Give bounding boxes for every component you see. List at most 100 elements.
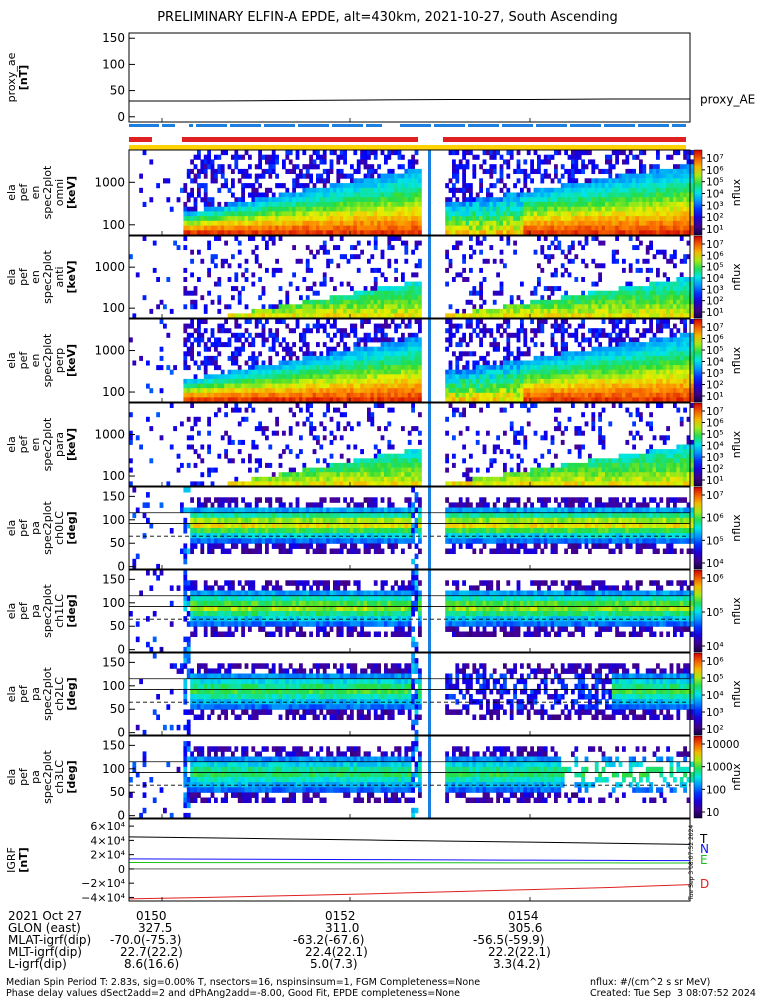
- spectrogram-cell: [564, 220, 568, 226]
- spectrogram-cell: [540, 355, 545, 361]
- spectrogram-cell: [224, 150, 228, 156]
- spectrogram-cell: [346, 378, 351, 384]
- spectrogram-cell: [652, 351, 657, 357]
- spectrogram-cell: [248, 236, 252, 241]
- spectrogram-cell: [322, 308, 327, 314]
- spectrogram-cell: [492, 206, 497, 212]
- spectrogram-cell: [574, 295, 579, 301]
- spectrogram-cell: [288, 355, 293, 361]
- spectrogram-cell: [676, 328, 681, 334]
- spectrogram-cell: [343, 225, 347, 231]
- spectrogram-cell: [543, 369, 548, 375]
- spectrogram-cell: [635, 397, 640, 403]
- spectrogram-cell: [625, 365, 630, 371]
- spectrogram-cell: [503, 328, 507, 334]
- spectrogram-cell: [615, 290, 619, 296]
- spectrogram-cell: [588, 378, 592, 384]
- spectrogram-cell: [649, 192, 653, 198]
- spectrogram-cell: [564, 230, 568, 236]
- spectrogram-cell: [645, 183, 650, 189]
- spectrogram-cell: [387, 360, 392, 366]
- spectrogram-cell: [642, 286, 647, 292]
- spectrogram-cell: [598, 240, 602, 246]
- spectrogram-cell: [251, 397, 256, 403]
- spectrogram-cell: [237, 383, 242, 389]
- spectrogram-cell: [271, 230, 276, 236]
- spectrogram-cell: [608, 383, 613, 389]
- spectrogram-cell: [598, 360, 602, 366]
- spectrogram-cell: [628, 360, 633, 366]
- spectrogram-cell: [686, 187, 691, 193]
- spectrogram-cell: [547, 383, 551, 389]
- spectrogram-cell: [656, 225, 660, 231]
- spectrogram-cell: [282, 159, 286, 165]
- spectrogram-cell: [203, 388, 208, 394]
- spectrogram-cell: [601, 183, 606, 189]
- spectrogram-cell: [305, 225, 310, 231]
- spectrogram-cell: [387, 383, 392, 389]
- spectrogram-cell: [244, 383, 249, 389]
- spectrogram-cell: [316, 201, 320, 208]
- spectrogram-cell: [445, 197, 449, 203]
- spectrogram-cell: [686, 211, 691, 217]
- spectrogram-cell: [397, 313, 402, 319]
- spectrogram-cell: [554, 272, 558, 278]
- spectrogram-cell: [227, 369, 232, 375]
- spectrogram-cell: [261, 230, 266, 236]
- spectrogram-cell: [683, 216, 687, 222]
- spectrogram-cell: [356, 183, 361, 189]
- spectrogram-cell: [268, 230, 273, 236]
- spectrogram-cell: [496, 211, 500, 217]
- spectrogram-cell: [285, 295, 290, 301]
- spectrogram-cell: [312, 159, 317, 165]
- spectrogram-cell: [278, 197, 283, 203]
- spectrogram-cell: [649, 323, 653, 329]
- spectrogram-cell: [486, 150, 490, 156]
- spectrogram-cell: [319, 360, 324, 366]
- spectrogram-cell: [554, 323, 558, 329]
- spectrogram-cell: [237, 374, 242, 380]
- spectrogram-cell: [492, 383, 497, 389]
- spectrogram-cell: [472, 378, 477, 384]
- spectrogram-cell: [489, 206, 494, 212]
- spectrogram-cell: [635, 346, 640, 352]
- spectrogram-cell: [676, 220, 681, 226]
- spectrogram-cell: [649, 295, 653, 301]
- spectrogram-cell: [302, 374, 307, 380]
- spectrogram-cell: [360, 183, 364, 189]
- spectrogram-cell: [356, 201, 361, 208]
- spectrogram-cell: [203, 365, 208, 371]
- spectrogram-cell: [686, 286, 691, 292]
- spectrogram-cell: [679, 360, 684, 366]
- spectrogram-cell: [241, 230, 245, 236]
- spectrogram-cell: [588, 365, 592, 371]
- spectrogram-cell: [656, 374, 660, 380]
- spectrogram-cell: [550, 211, 555, 217]
- spectrogram-cell: [509, 365, 514, 371]
- spectrogram-cell: [333, 388, 337, 394]
- spectrogram-cell: [401, 211, 405, 217]
- spectrogram-cell: [322, 383, 327, 389]
- spectrogram-cell: [499, 258, 504, 264]
- spectrogram-cell: [503, 369, 507, 375]
- spectrogram-cell: [302, 388, 307, 394]
- spectrogram-cell: [540, 351, 545, 357]
- spectrogram-cell: [628, 178, 633, 184]
- spectrogram-cell: [333, 216, 337, 222]
- spectrogram-cell: [520, 351, 524, 357]
- spectrogram-cell: [625, 355, 630, 361]
- spectrogram-cell: [492, 388, 497, 394]
- spectrogram-cell: [547, 192, 551, 198]
- spectrogram-cell: [309, 286, 313, 292]
- spectrogram-cell: [414, 178, 419, 184]
- spectrogram-cell: [509, 374, 514, 380]
- spectrogram-cell: [401, 346, 405, 352]
- spectrogram-cell: [373, 369, 378, 375]
- spectrogram-cell: [387, 378, 392, 384]
- spectrogram-cell: [356, 192, 361, 198]
- spectrogram-cell: [594, 378, 599, 384]
- spectrogram-cell: [543, 173, 548, 179]
- spectrogram-cell: [588, 392, 592, 398]
- spectrogram-cell: [193, 286, 198, 292]
- spectrogram-cell: [210, 178, 215, 184]
